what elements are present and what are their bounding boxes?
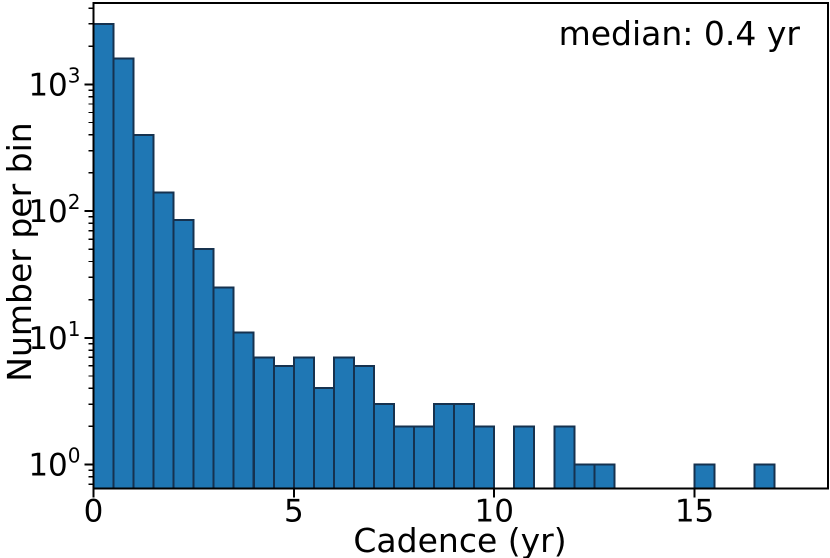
- histogram-bar: [433, 403, 456, 490]
- histogram-bar: [212, 286, 235, 490]
- histogram-bar: [272, 364, 295, 490]
- histogram-bar: [393, 425, 415, 490]
- histogram-bar: [693, 463, 716, 490]
- x-axis-label: Cadence (yr): [353, 521, 566, 558]
- y-tick-label: 102: [28, 190, 80, 230]
- y-tick-label: 100: [28, 444, 80, 484]
- histogram-bar: [373, 403, 395, 490]
- histogram-bar: [553, 425, 576, 490]
- x-tick-label: 5: [284, 494, 304, 530]
- y-tick-label: 101: [28, 317, 80, 357]
- y-axis-label: Number per bin: [0, 122, 39, 381]
- histogram-bar: [353, 364, 375, 490]
- histogram-bar: [252, 356, 275, 490]
- histogram-bar: [152, 191, 175, 490]
- histogram-bar: [172, 219, 195, 490]
- histogram-bar: [413, 425, 436, 490]
- x-tick-label: 0: [84, 494, 104, 530]
- median-annotation: median: 0.4 yr: [559, 14, 801, 53]
- histogram-bar: [513, 425, 536, 490]
- histogram-bar: [453, 403, 476, 490]
- plot-border: [92, 2, 829, 490]
- histogram-bar: [132, 133, 155, 490]
- histogram-bar: [292, 356, 315, 490]
- y-tick-label: 103: [28, 63, 80, 103]
- histogram-bar: [232, 331, 255, 490]
- histogram-bar: [332, 356, 355, 490]
- histogram-bar: [92, 22, 115, 490]
- bars-layer: [92, 22, 776, 490]
- axis-layer: 0 5 10 15 100 101 102 103: [28, 2, 829, 530]
- histogram-bar: [112, 57, 135, 490]
- x-tick-label: 10: [474, 494, 513, 530]
- histogram-bar: [753, 463, 776, 490]
- histogram-bar: [593, 463, 616, 490]
- histogram-bar: [312, 387, 335, 490]
- x-tick-label: 15: [675, 494, 714, 530]
- histogram-bar: [573, 463, 596, 490]
- histogram-bar: [473, 425, 496, 490]
- histogram-bar: [192, 248, 215, 490]
